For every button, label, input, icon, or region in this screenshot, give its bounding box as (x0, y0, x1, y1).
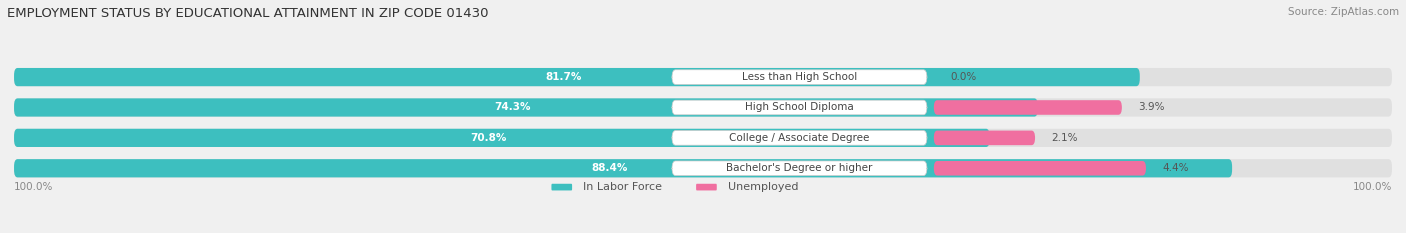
Text: Less than High School: Less than High School (742, 72, 858, 82)
FancyBboxPatch shape (14, 159, 1392, 177)
FancyBboxPatch shape (672, 130, 927, 145)
FancyBboxPatch shape (14, 129, 1392, 147)
Text: Bachelor's Degree or higher: Bachelor's Degree or higher (727, 163, 873, 173)
Text: Source: ZipAtlas.com: Source: ZipAtlas.com (1288, 7, 1399, 17)
Text: EMPLOYMENT STATUS BY EDUCATIONAL ATTAINMENT IN ZIP CODE 01430: EMPLOYMENT STATUS BY EDUCATIONAL ATTAINM… (7, 7, 488, 20)
Text: 4.4%: 4.4% (1163, 163, 1189, 173)
Text: 2.1%: 2.1% (1052, 133, 1078, 143)
FancyBboxPatch shape (934, 100, 1122, 115)
Text: 3.9%: 3.9% (1139, 103, 1166, 113)
FancyBboxPatch shape (934, 130, 1035, 145)
Text: 100.0%: 100.0% (14, 182, 53, 192)
FancyBboxPatch shape (696, 184, 717, 190)
Text: 81.7%: 81.7% (546, 72, 581, 82)
Text: 0.0%: 0.0% (950, 72, 977, 82)
Text: In Labor Force: In Labor Force (583, 182, 662, 192)
Text: 70.8%: 70.8% (470, 133, 506, 143)
Text: High School Diploma: High School Diploma (745, 103, 853, 113)
FancyBboxPatch shape (14, 159, 1232, 177)
FancyBboxPatch shape (672, 70, 927, 84)
FancyBboxPatch shape (14, 129, 990, 147)
FancyBboxPatch shape (551, 184, 572, 190)
FancyBboxPatch shape (14, 98, 1038, 116)
Text: 88.4%: 88.4% (591, 163, 627, 173)
FancyBboxPatch shape (14, 98, 1392, 116)
FancyBboxPatch shape (14, 68, 1392, 86)
FancyBboxPatch shape (934, 161, 1146, 175)
Text: 74.3%: 74.3% (494, 103, 530, 113)
FancyBboxPatch shape (672, 161, 927, 175)
Text: 100.0%: 100.0% (1353, 182, 1392, 192)
FancyBboxPatch shape (672, 100, 927, 115)
FancyBboxPatch shape (14, 68, 1140, 86)
Text: College / Associate Degree: College / Associate Degree (730, 133, 870, 143)
Text: Unemployed: Unemployed (728, 182, 799, 192)
